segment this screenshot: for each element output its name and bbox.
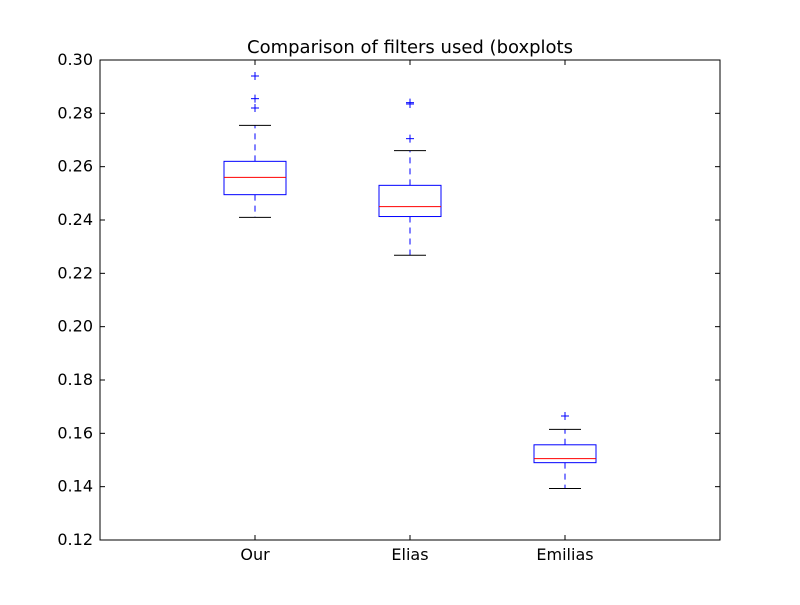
box-group-emilias bbox=[533, 412, 597, 490]
y-tick-label: 0.26 bbox=[57, 157, 93, 176]
boxes-layer bbox=[223, 72, 597, 490]
y-tick-label: 0.30 bbox=[57, 50, 93, 69]
iqr-box bbox=[533, 444, 597, 464]
y-tick-label: 0.16 bbox=[57, 423, 93, 442]
y-tick-label: 0.20 bbox=[57, 317, 93, 336]
y-tick-label: 0.24 bbox=[57, 210, 93, 229]
chart-title: Comparison of filters used (boxplots bbox=[247, 37, 573, 58]
plot-frame bbox=[99, 59, 721, 541]
y-tick-label: 0.14 bbox=[57, 477, 93, 496]
ticks-layer: 0.12 0.14 0.16 0.18 0.20 0.22 0.24 0.26 0.28 0.30… bbox=[57, 50, 720, 564]
y-tick-label: 0.18 bbox=[57, 370, 93, 389]
outlier-point bbox=[406, 98, 414, 107]
outlier-point bbox=[406, 134, 414, 143]
box-group-elias bbox=[378, 98, 442, 256]
box-group-our bbox=[223, 72, 287, 218]
outlier-point bbox=[251, 94, 259, 103]
outlier-point bbox=[251, 104, 259, 112]
y-tick-label: 0.28 bbox=[57, 103, 93, 122]
iqr-box bbox=[223, 160, 287, 196]
x-tick-label: Emilias bbox=[536, 545, 593, 564]
outlier-point bbox=[251, 72, 259, 80]
outlier-point bbox=[561, 412, 569, 420]
iqr-box bbox=[378, 184, 442, 218]
y-tick-label: 0.22 bbox=[57, 263, 93, 282]
x-tick-label: Our bbox=[240, 545, 270, 564]
x-tick-label: Elias bbox=[391, 545, 428, 564]
y-tick-label: 0.12 bbox=[57, 530, 93, 549]
